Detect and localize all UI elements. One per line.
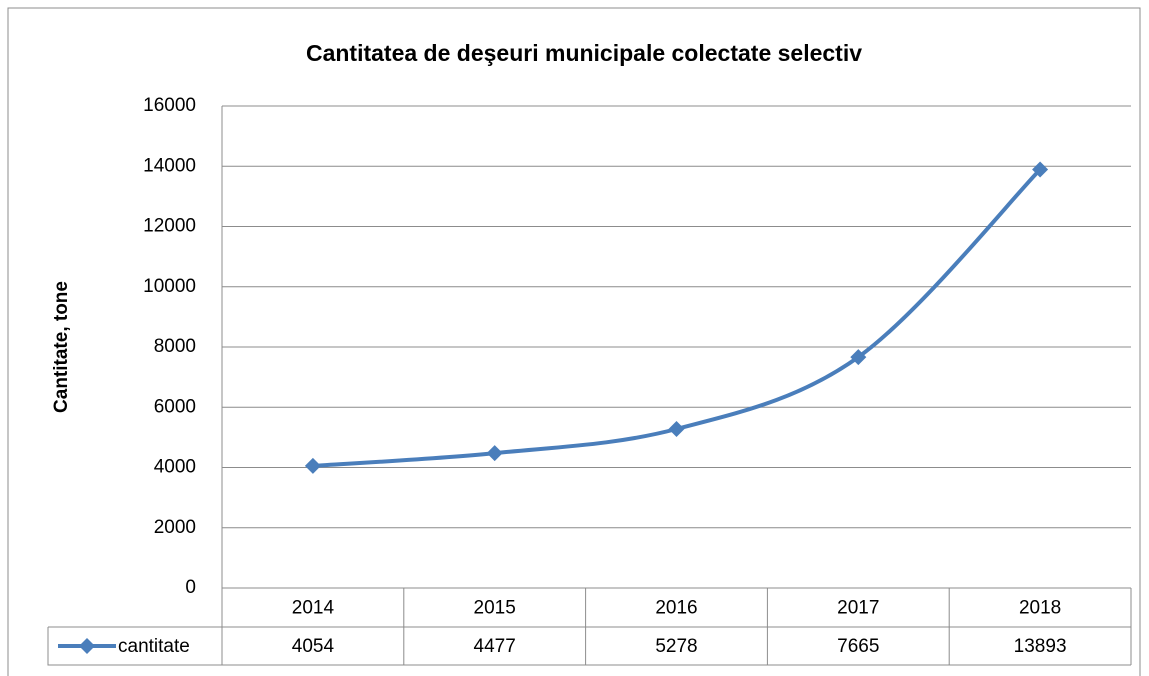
legend-marker: [79, 638, 95, 654]
x-tick-label: 2018: [1019, 598, 1061, 619]
table-value: 13893: [1014, 636, 1067, 657]
chart-title: Cantitatea de deşeuri municipale colecta…: [306, 40, 862, 66]
y-tick-label: 6000: [154, 396, 196, 417]
table-value: 7665: [837, 636, 879, 657]
y-axis-title: Cantitate, tone: [51, 281, 72, 413]
x-tick-label: 2017: [837, 598, 879, 619]
y-tick-label: 10000: [143, 276, 196, 297]
x-tick-label: 2014: [292, 598, 335, 619]
y-tick-label: 16000: [143, 95, 196, 116]
x-tick-label: 2016: [655, 598, 697, 619]
y-tick-label: 2000: [154, 517, 196, 538]
marker: [486, 445, 503, 462]
x-tick-label: 2015: [474, 598, 516, 619]
y-tick-label: 0: [185, 577, 196, 598]
marker: [668, 421, 685, 438]
marker: [304, 457, 321, 474]
y-tick-label: 4000: [154, 457, 196, 478]
y-tick-label: 12000: [143, 216, 196, 237]
marker: [1032, 161, 1049, 178]
series-line: [312, 168, 1042, 468]
legend-label: cantitate: [118, 636, 190, 657]
y-tick-label: 14000: [143, 155, 196, 176]
table-value: 5278: [655, 636, 697, 657]
marker: [850, 349, 867, 366]
table-value: 4477: [474, 636, 516, 657]
data-table-border: [47, 588, 1132, 666]
table-value: 4054: [292, 636, 335, 657]
chart-frame: [7, 7, 1141, 676]
y-tick-label: 8000: [154, 336, 196, 357]
